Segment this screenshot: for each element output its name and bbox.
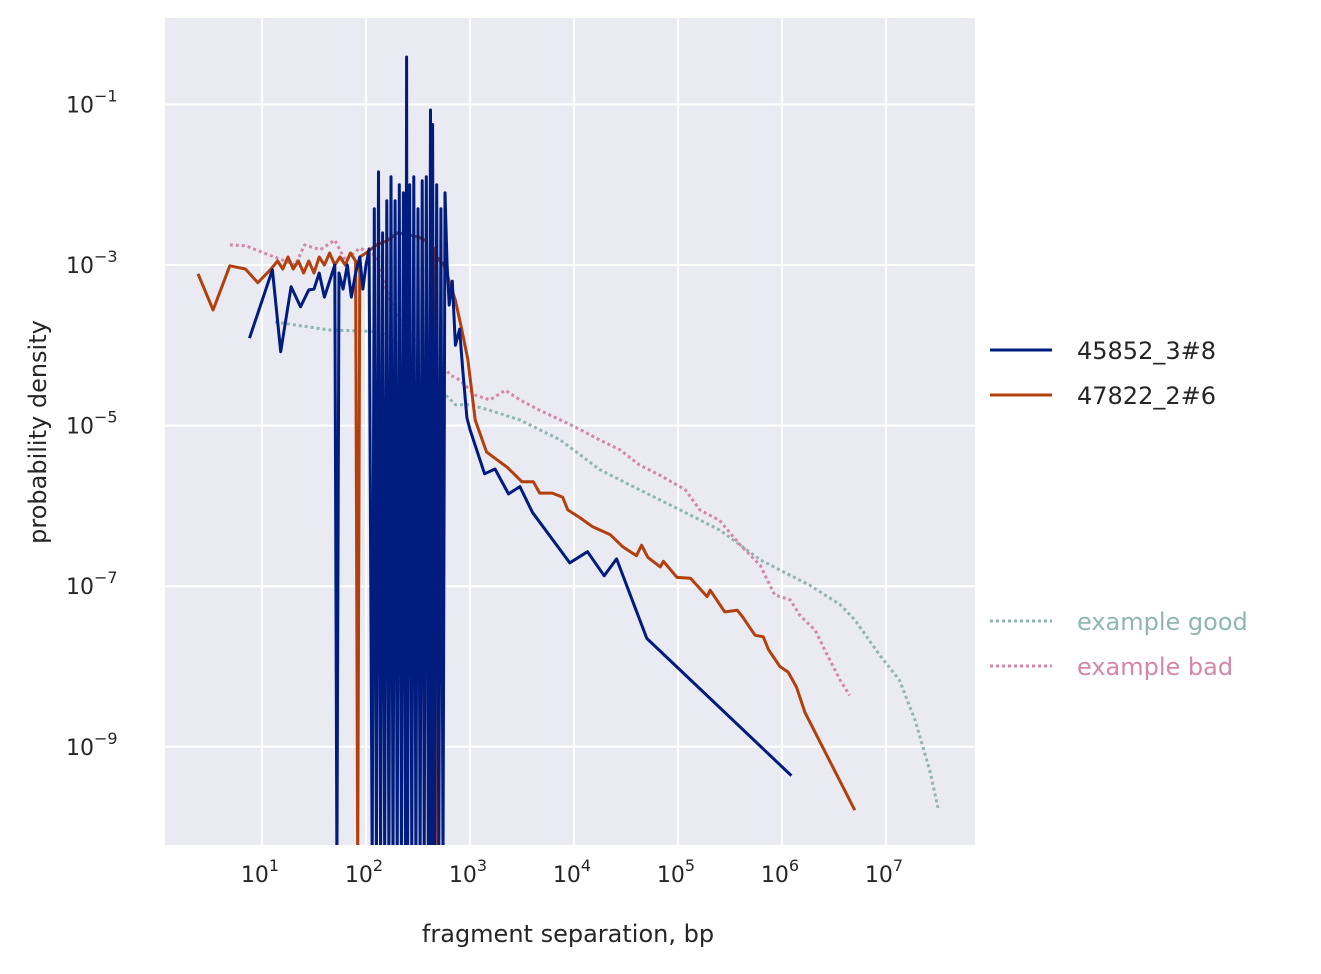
- series-line-example-bad: [229, 238, 851, 697]
- legend-item: 45852_3#8: [990, 337, 1216, 365]
- x-tick-label: 106: [761, 856, 799, 888]
- x-tick-label: 101: [241, 856, 279, 888]
- y-tick-label: 10−9: [66, 729, 118, 761]
- y-axis-label: probability density: [24, 320, 52, 544]
- series-line-45852-3-8: [248, 55, 793, 845]
- x-tick-label: 103: [449, 856, 487, 888]
- x-axis-label: fragment separation, bp: [422, 920, 714, 948]
- y-tick-label: 10−3: [66, 247, 118, 279]
- x-tick-label: 107: [865, 856, 903, 888]
- plot-background: [165, 18, 975, 845]
- x-tick-label: 105: [657, 856, 695, 888]
- legend-label: 47822_2#6: [1077, 382, 1216, 410]
- series-lines: [196, 55, 940, 845]
- legend-item: 47822_2#6: [990, 382, 1216, 410]
- x-tick-label: 104: [553, 856, 591, 888]
- tick-labels: 101 102 103 104 105 106 107 10−1 10−3 10−5 10−7 10−…: [66, 86, 903, 888]
- legend-item: example bad: [990, 653, 1233, 681]
- y-tick-label: 10−7: [66, 568, 118, 600]
- gridlines: [165, 18, 975, 845]
- legend-label: example bad: [1077, 653, 1233, 681]
- y-tick-label: 10−5: [66, 408, 118, 440]
- legend-label: example good: [1077, 608, 1248, 636]
- legend-label: 45852_3#8: [1077, 337, 1216, 365]
- x-tick-label: 102: [345, 856, 383, 888]
- legend-item: example good: [990, 608, 1248, 636]
- y-tick-label: 10−1: [66, 86, 118, 118]
